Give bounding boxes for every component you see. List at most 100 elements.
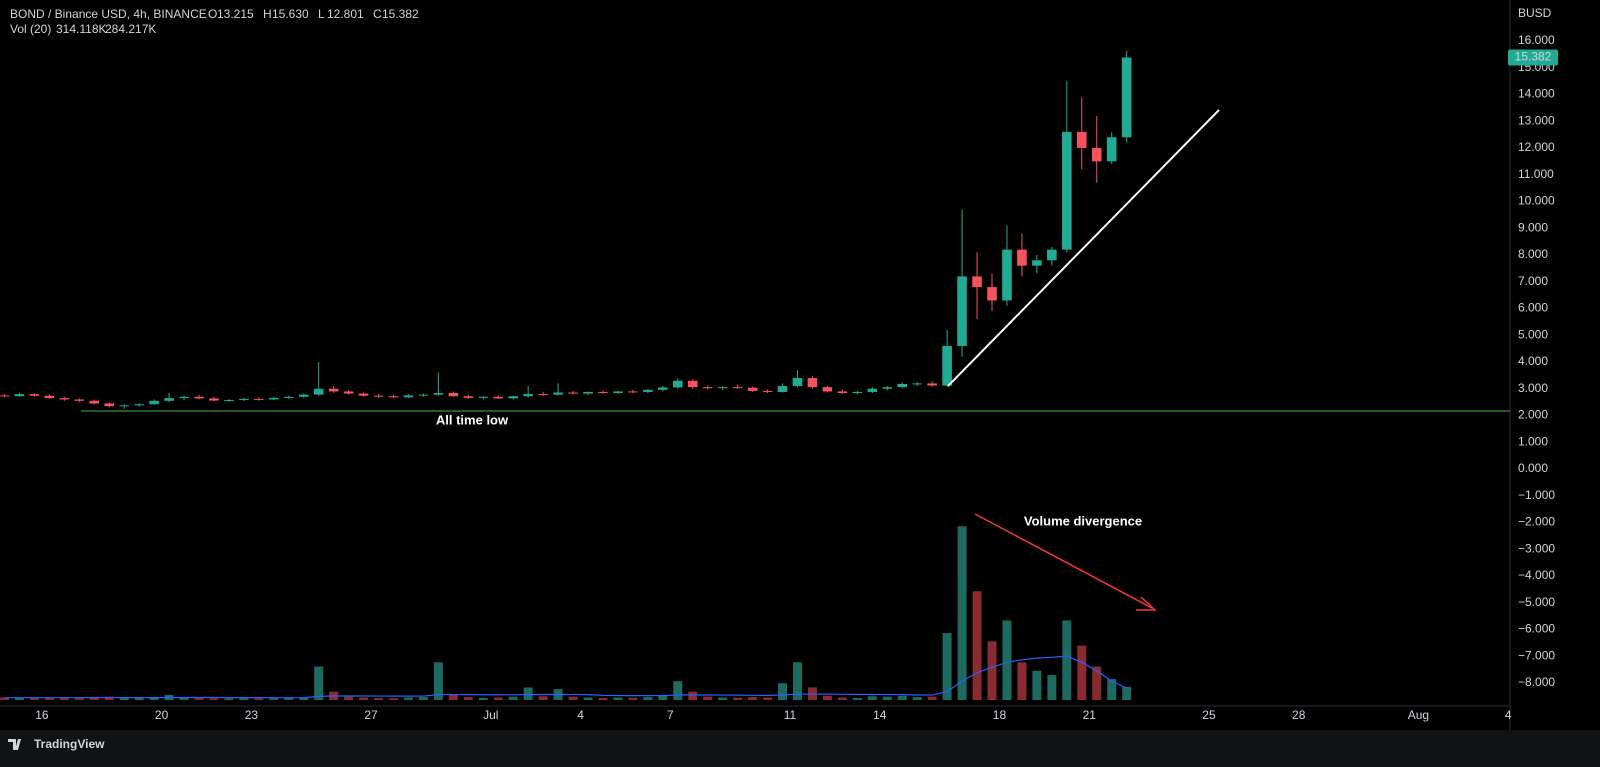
y-tick-label: −2.000 (1518, 515, 1555, 529)
legend-key: H (263, 7, 272, 21)
candle-body (553, 392, 563, 395)
candle-body (493, 396, 504, 399)
candle-body (942, 345, 952, 386)
candle-body (343, 391, 354, 394)
volume-bar (658, 694, 668, 700)
candle-body (44, 395, 55, 399)
x-tick-label: 14 (873, 708, 887, 722)
x-tick-label: 25 (1202, 708, 1216, 722)
volume-bar (493, 697, 503, 700)
candle-body (583, 391, 593, 394)
volume-bar (59, 697, 69, 700)
candle-body (882, 387, 893, 389)
last-price-box (1508, 49, 1558, 66)
volume-bar (1107, 679, 1117, 700)
candle-body (239, 398, 249, 400)
candle-body (119, 405, 129, 407)
volume-bar (793, 662, 802, 700)
candle-body (224, 399, 234, 401)
volume-bar (778, 683, 788, 700)
volume-bar (912, 697, 922, 700)
volume-bar (763, 697, 773, 700)
candle-body (1106, 137, 1117, 162)
volume-bar (628, 697, 638, 700)
volume-bar (852, 697, 862, 700)
volume-bar (344, 696, 354, 700)
y-tick-label: 5.000 (1518, 327, 1548, 341)
y-tick-label: −8.000 (1518, 675, 1555, 689)
x-tick-label: 28 (1292, 708, 1306, 722)
candle-body (89, 400, 100, 404)
y-tick-label: 7.000 (1518, 274, 1548, 288)
candle-body (298, 394, 309, 397)
candle-body (1091, 147, 1102, 162)
volume-bar (583, 697, 593, 700)
legend-key: C (373, 7, 382, 21)
candle-body (792, 378, 803, 387)
volume-bar (0, 697, 9, 700)
candle-body (822, 387, 833, 392)
x-tick-label: 11 (784, 708, 797, 722)
volume-bar (299, 697, 309, 700)
candle-body (1121, 57, 1132, 138)
volume-bar (957, 526, 967, 700)
volume-bar (374, 697, 384, 700)
volume-bar (673, 681, 683, 700)
volume-bar (433, 662, 443, 700)
all-time-low-label: All time low (436, 412, 509, 427)
candle-body (762, 390, 773, 392)
volume-bar (448, 694, 458, 700)
volume-bar (194, 698, 204, 700)
candle-body (1062, 131, 1072, 250)
candle-body (927, 383, 937, 386)
arrow-head (1136, 596, 1157, 611)
candle-body (358, 393, 369, 396)
candle-body (74, 399, 85, 401)
candle-body (972, 276, 982, 288)
candle-body (1047, 249, 1057, 261)
volume-name: Vol (20) (10, 22, 51, 36)
plot (0, 50, 1510, 700)
x-tick-label: Aug (1408, 708, 1429, 722)
volume-bar (568, 696, 578, 700)
volume-bar (1047, 674, 1057, 700)
last-price-label: 15.382 (1515, 50, 1552, 64)
x-tick-label: 27 (364, 708, 378, 722)
x-tick-label: 18 (993, 708, 1007, 722)
symbol: BOND / Binance USD, 4h, BINANCE (10, 7, 207, 21)
x-tick-label: 23 (245, 708, 259, 722)
candle-body (912, 383, 922, 385)
candle-body (897, 383, 908, 388)
candle-body (433, 393, 444, 395)
candle-body (104, 403, 115, 407)
y-tick-label: −3.000 (1518, 541, 1555, 555)
x-tick-label: 20 (155, 708, 169, 722)
annotation: Volume divergence (1024, 513, 1142, 528)
volume-bar (598, 697, 608, 700)
volume-bar (209, 698, 219, 700)
legend-value: 15.382 (382, 7, 419, 21)
candle-body (164, 398, 174, 401)
volume-bar (688, 691, 698, 700)
x-tick-label: 7 (667, 708, 674, 722)
volume-bar (314, 666, 324, 700)
volume-bar (718, 697, 728, 700)
candle-body (478, 396, 489, 398)
candle-body (403, 395, 414, 398)
candle-body (283, 396, 294, 398)
volume-bar (14, 697, 24, 700)
volume-bar (403, 697, 413, 700)
volume-value: 314.118K (56, 22, 107, 36)
volume-bar (389, 698, 398, 700)
legend-value: 12.801 (327, 7, 364, 21)
candle-body (269, 397, 279, 400)
trend-line (947, 109, 1220, 387)
candle-body (149, 400, 159, 405)
currency: BUSD (1518, 6, 1552, 20)
divergence-arrow (974, 513, 1153, 609)
watermark: TradingView (34, 737, 105, 751)
y-tick-label: 3.000 (1518, 381, 1548, 395)
x-tick-label: 21 (1083, 708, 1097, 722)
y-tick-label: 16.000 (1518, 33, 1555, 47)
